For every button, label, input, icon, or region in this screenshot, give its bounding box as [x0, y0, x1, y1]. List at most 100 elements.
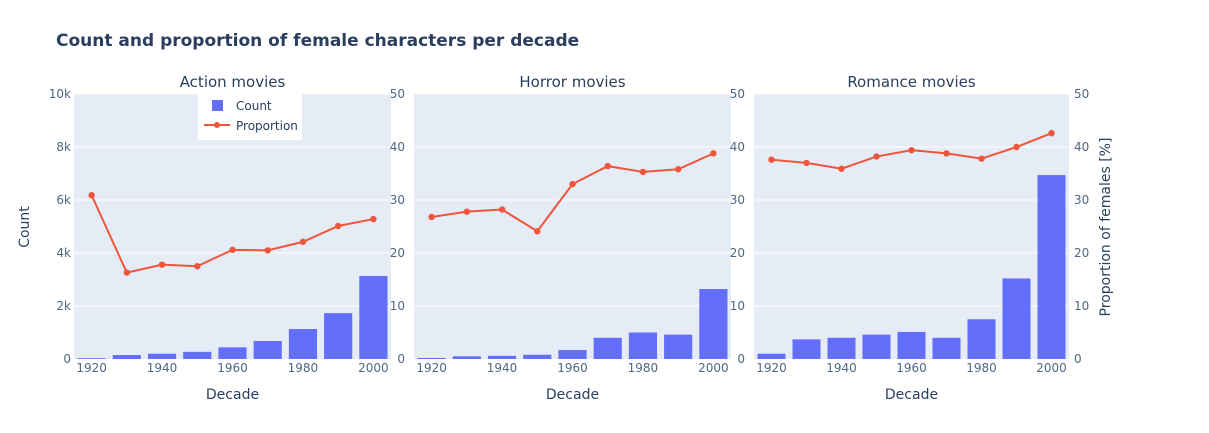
count-tick-label: 0: [63, 352, 71, 366]
bar-2-1940[interactable]: [827, 337, 856, 359]
x-axis-title-1: Decade: [546, 387, 599, 403]
bar-0-1980[interactable]: [288, 329, 318, 359]
legend-proportion-marker: [214, 122, 220, 128]
proportion-tick-label: 40: [1074, 140, 1089, 154]
proportion-point-0-1930[interactable]: [123, 269, 131, 276]
bar-0-1960[interactable]: [218, 347, 247, 359]
count-tick-label: 8k: [56, 140, 71, 154]
bar-0-1950[interactable]: [183, 351, 212, 359]
proportion-point-1-1970[interactable]: [604, 162, 611, 170]
bar-2-1970[interactable]: [932, 337, 961, 359]
x-tick-label: 1920: [756, 361, 787, 375]
proportion-tick-label: 0: [397, 352, 405, 366]
proportion-point-2-1940[interactable]: [838, 165, 845, 172]
bar-1-1950[interactable]: [523, 354, 552, 359]
bar-0-1940[interactable]: [147, 353, 177, 359]
bar-2-1990[interactable]: [1002, 278, 1031, 359]
panel-title-0: Action movies: [180, 73, 286, 91]
proportion-point-0-1920[interactable]: [88, 192, 95, 199]
proportion-point-2-1960[interactable]: [908, 146, 915, 154]
proportion-point-1-1960[interactable]: [569, 180, 576, 188]
proportion-point-2-1950[interactable]: [873, 153, 880, 160]
y-axis-right-title: Proportion of females [%]: [1098, 138, 1114, 317]
proportion-point-2-1930[interactable]: [803, 159, 810, 167]
bar-2-1950[interactable]: [862, 334, 891, 359]
bar-1-2000[interactable]: [699, 289, 728, 359]
proportion-point-0-2000[interactable]: [370, 215, 377, 223]
proportion-point-2-1980[interactable]: [978, 155, 985, 162]
proportion-point-2-1970[interactable]: [943, 150, 950, 157]
proportion-point-2-2000[interactable]: [1048, 130, 1055, 137]
bar-2-1920[interactable]: [757, 353, 786, 359]
count-tick-label: 4k: [56, 246, 71, 260]
x-tick-label: 2000: [358, 361, 389, 375]
bar-0-2000[interactable]: [359, 276, 388, 359]
x-tick-label: 1960: [896, 361, 927, 375]
proportion-point-0-1990[interactable]: [334, 222, 342, 230]
proportion-tick-label: 20: [390, 246, 405, 260]
proportion-point-0-1940[interactable]: [158, 261, 166, 268]
count-tick-label: 2k: [56, 299, 71, 313]
panel-title-2: Romance movies: [847, 73, 976, 91]
chart-title: Count and proportion of female character…: [56, 31, 579, 51]
panels-group: Action movies 0 2k 4k 6k 8k 10k 0 10 20 30 40 50 1920…: [49, 73, 1090, 403]
bar-1-1940[interactable]: [487, 355, 517, 359]
x-axis-title-2: Decade: [885, 387, 938, 403]
proportion-tick-label: 10: [1074, 299, 1089, 313]
bar-1-1920[interactable]: [417, 357, 446, 359]
proportion-point-0-1950[interactable]: [194, 263, 201, 270]
proportion-tick-label: 20: [730, 246, 745, 260]
proportion-point-1-1920[interactable]: [428, 213, 435, 221]
x-tick-label: 1980: [628, 361, 659, 375]
bar-0-1970[interactable]: [253, 340, 282, 359]
proportion-tick-label: 20: [1074, 246, 1089, 260]
proportion-point-1-2000[interactable]: [710, 150, 717, 157]
proportion-tick-label: 50: [730, 87, 745, 101]
legend[interactable]: Count Proportion: [198, 94, 302, 140]
plot-area-1: [414, 94, 731, 359]
proportion-tick-label: 30: [1074, 193, 1089, 207]
proportion-point-0-1960[interactable]: [229, 246, 236, 254]
count-tick-label: 6k: [56, 193, 71, 207]
bar-1-1990[interactable]: [664, 334, 693, 359]
proportion-tick-label: 50: [1074, 87, 1089, 101]
x-tick-label: 2000: [1036, 361, 1067, 375]
x-tick-label: 1980: [966, 361, 997, 375]
proportion-tick-label: 40: [390, 140, 405, 154]
x-tick-label: 1940: [487, 361, 518, 375]
legend-count-label: Count: [236, 99, 272, 113]
proportion-tick-label: 0: [1074, 352, 1082, 366]
proportion-point-1-1940[interactable]: [498, 206, 506, 213]
x-tick-label: 1920: [416, 361, 447, 375]
bar-2-2000[interactable]: [1037, 175, 1066, 359]
bar-1-1960[interactable]: [558, 349, 587, 359]
bar-1-1980[interactable]: [628, 332, 658, 360]
proportion-tick-label: 0: [737, 352, 745, 366]
x-tick-label: 1920: [76, 361, 107, 375]
proportion-point-0-1970[interactable]: [264, 247, 271, 254]
bar-1-1930[interactable]: [452, 356, 481, 359]
bar-0-1990[interactable]: [324, 313, 353, 359]
bar-1-1970[interactable]: [593, 337, 622, 359]
proportion-point-1-1930[interactable]: [463, 208, 471, 215]
proportion-point-1-1980[interactable]: [639, 168, 647, 176]
x-tick-label: 1960: [217, 361, 248, 375]
bar-0-1920[interactable]: [77, 358, 106, 359]
bar-2-1960[interactable]: [897, 331, 926, 359]
bar-0-1930[interactable]: [112, 355, 141, 359]
y-axis-left-title: Count: [17, 206, 33, 248]
proportion-point-2-1920[interactable]: [768, 156, 775, 163]
proportion-tick-label: 30: [730, 193, 745, 207]
proportion-tick-label: 40: [730, 140, 745, 154]
proportion-tick-label: 50: [390, 87, 405, 101]
proportion-point-0-1980[interactable]: [299, 238, 307, 246]
proportion-point-2-1990[interactable]: [1013, 143, 1020, 151]
bar-2-1930[interactable]: [792, 339, 821, 359]
proportion-point-1-1990[interactable]: [674, 166, 682, 173]
proportion-point-1-1950[interactable]: [534, 228, 541, 235]
proportion-tick-label: 30: [390, 193, 405, 207]
bar-2-1980[interactable]: [967, 319, 996, 359]
proportion-tick-label: 10: [390, 299, 405, 313]
panel-title-1: Horror movies: [519, 73, 625, 91]
